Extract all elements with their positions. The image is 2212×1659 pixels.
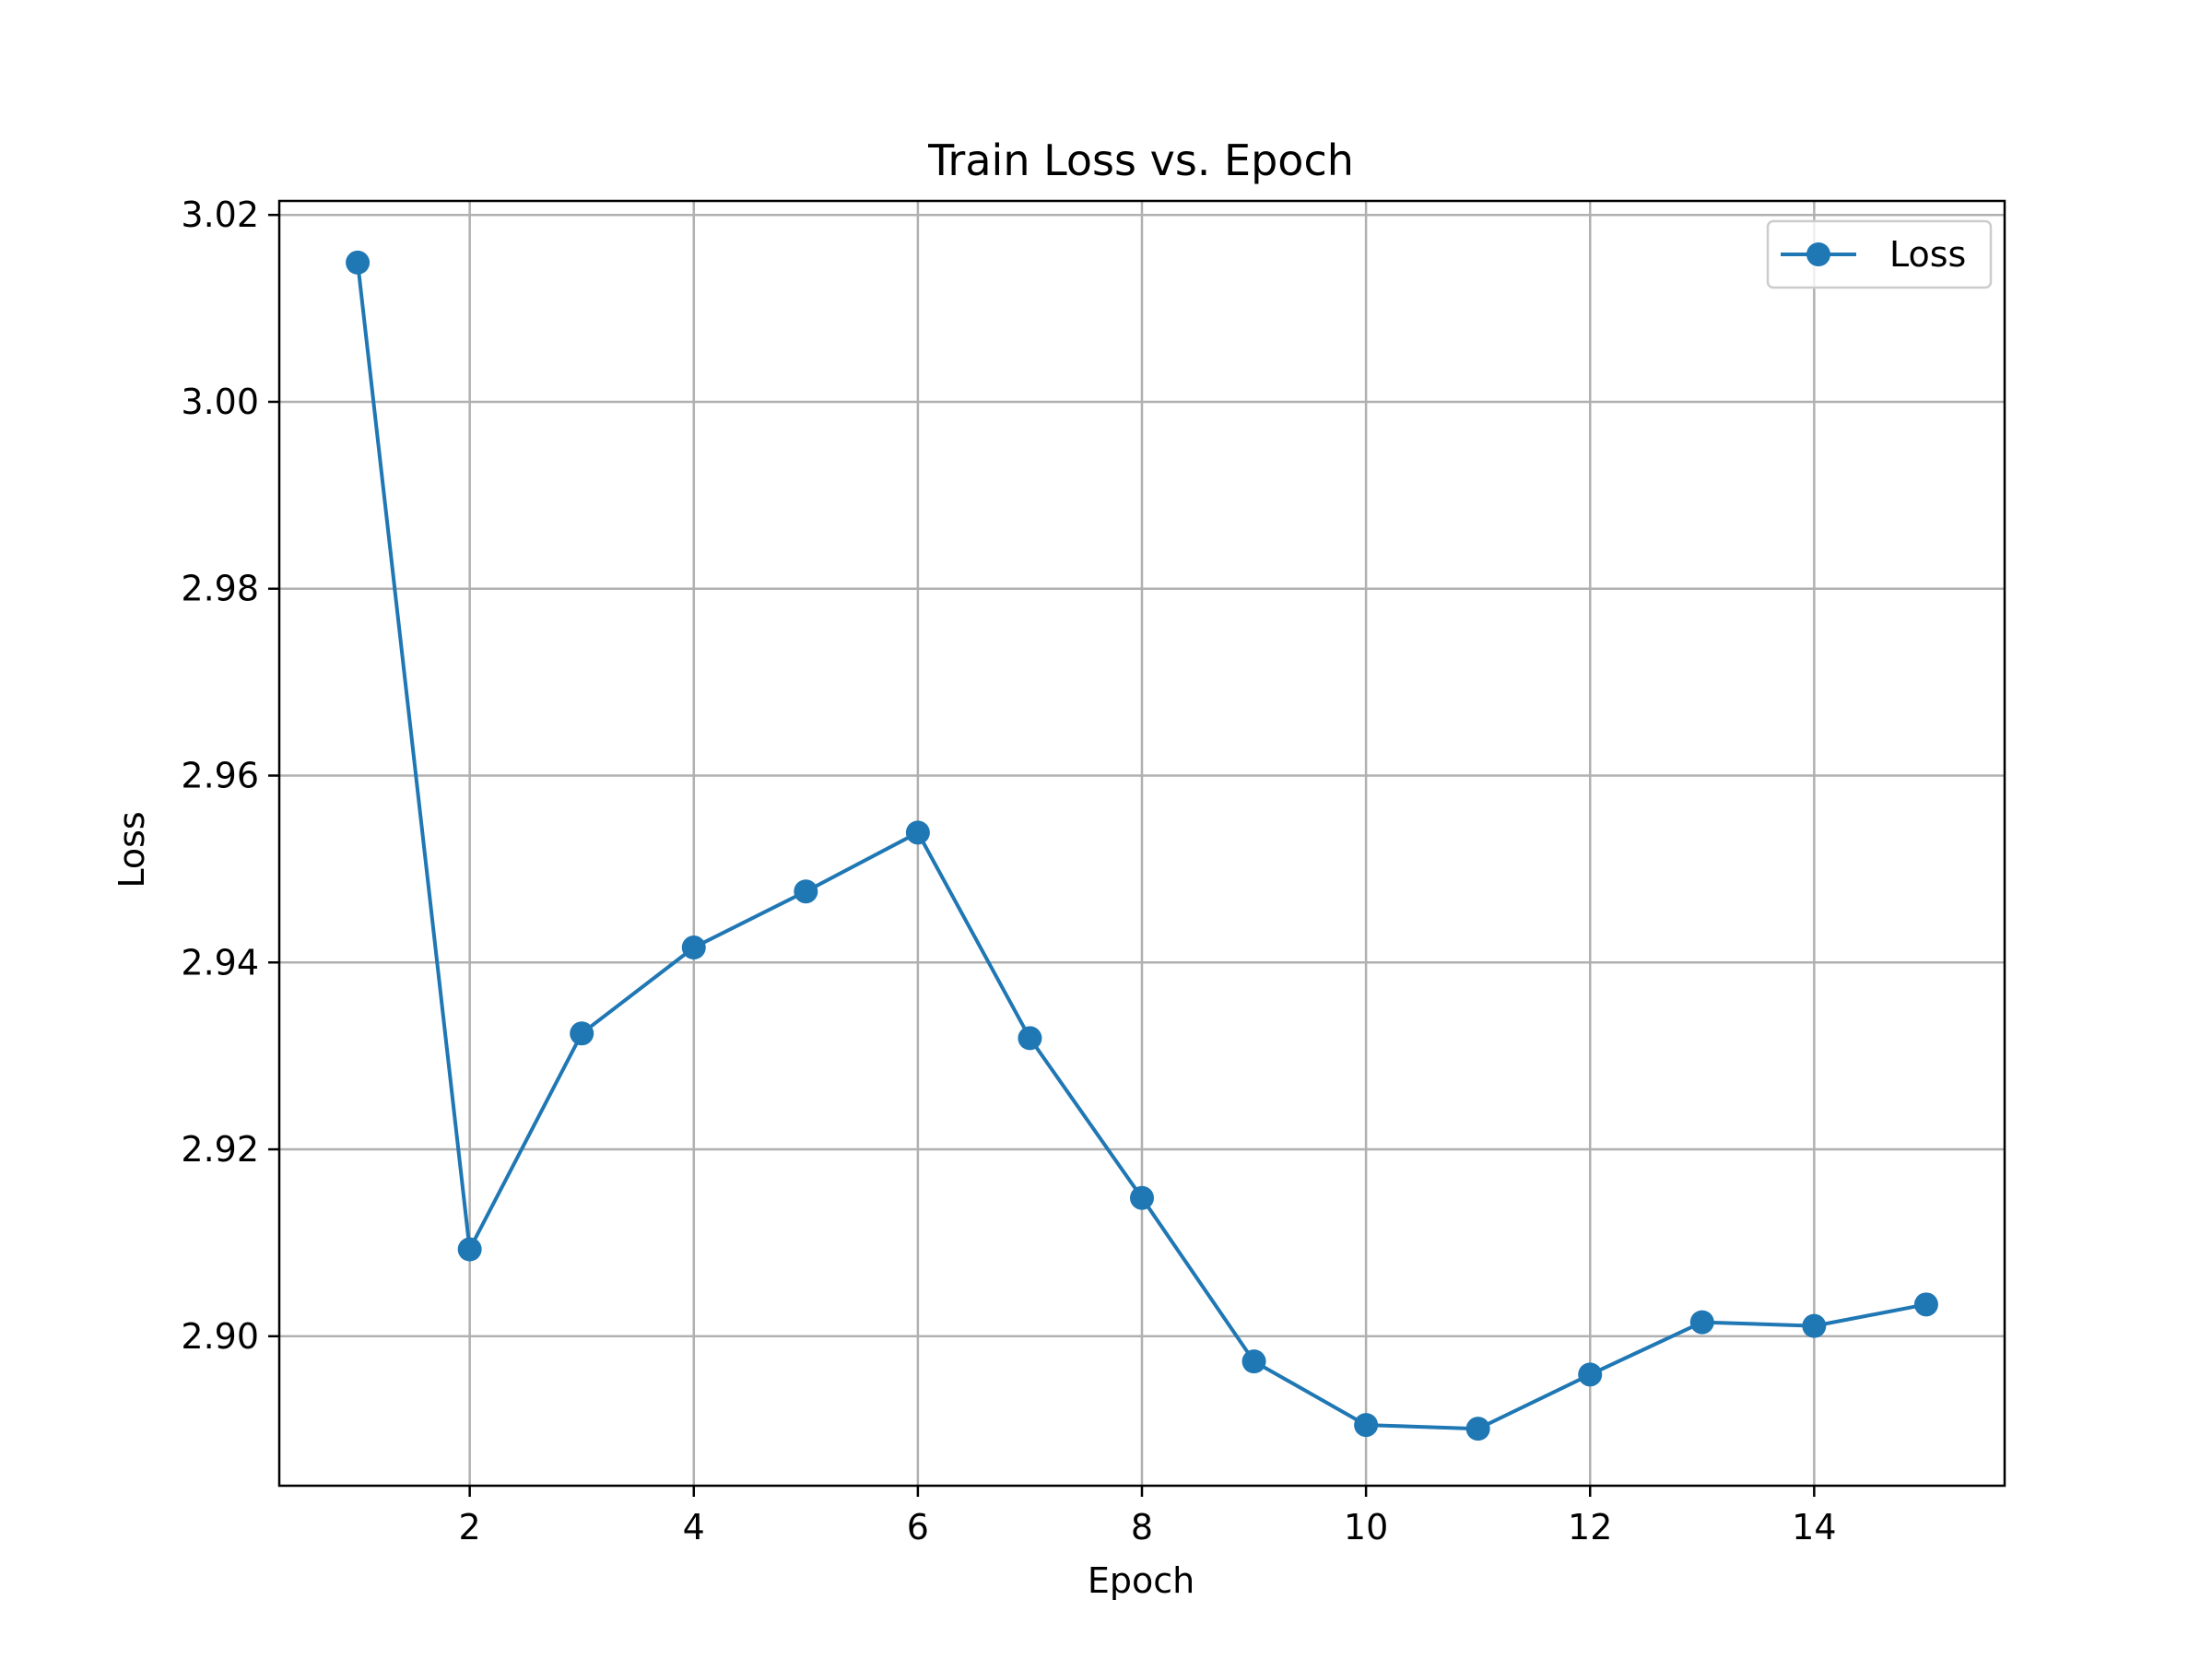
x-tick-label: 4 [683,1507,705,1547]
series-loss [346,250,1938,1441]
x-tick-label: 12 [1568,1507,1612,1547]
legend-marker-sample [1806,242,1830,266]
y-tick-label: 2.98 [181,569,259,609]
y-tick-label: 2.92 [181,1129,259,1170]
data-point [681,935,706,960]
data-point [794,879,818,904]
y-tick-label: 3.02 [181,194,259,235]
x-axis-label: Epoch [1088,1560,1194,1601]
x-tick-label: 14 [1792,1507,1836,1547]
data-point [1130,1185,1154,1210]
x-tick-label: 10 [1344,1507,1388,1547]
data-point [457,1237,482,1262]
chart-title: Train Loss vs. Epoch [927,135,1354,185]
data-point [1018,1026,1042,1051]
y-tick-label: 2.94 [181,942,259,982]
legend: Loss [1766,219,1993,289]
y-tick-label: 2.90 [181,1316,259,1357]
data-point [1465,1417,1490,1441]
x-axis-ticks: 2 4 6 8 10 12 14 [459,1486,1837,1547]
y-tick-label: 2.96 [181,755,259,795]
legend-box [1766,219,1993,289]
data-point [1241,1349,1266,1374]
y-axis-label: Loss [112,811,152,888]
legend-label-loss: Loss [1889,234,1966,275]
y-tick-label: 3.00 [181,382,259,422]
data-point [1913,1292,1938,1317]
data-point [570,1021,594,1046]
x-tick-label: 8 [1131,1507,1153,1547]
x-tick-label: 6 [907,1507,929,1547]
data-point [1354,1413,1379,1438]
x-tick-label: 2 [459,1507,481,1547]
data-point [905,820,930,845]
y-axis-ticks: 2.90 2.92 2.94 2.96 2.98 3.00 3.02 [181,194,279,1357]
data-point [346,250,371,275]
data-point [1578,1362,1603,1387]
data-point [1802,1313,1827,1338]
data-point [1689,1310,1714,1335]
